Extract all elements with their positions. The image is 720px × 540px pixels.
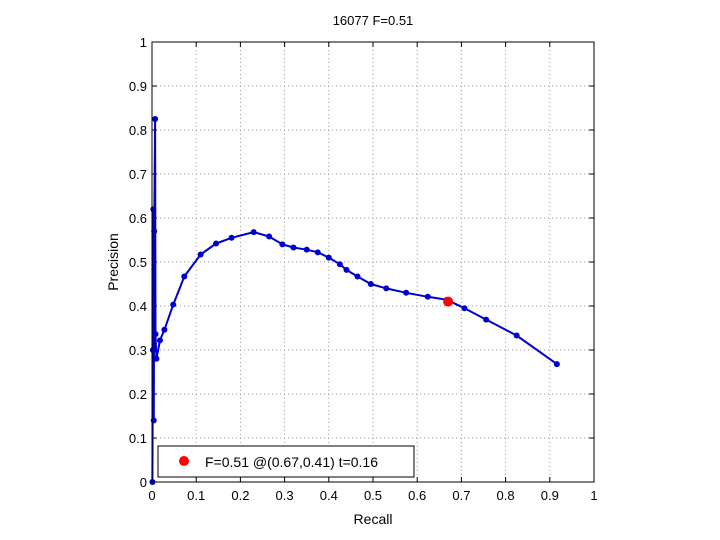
y-tick-label: 0.8 <box>129 123 147 138</box>
y-tick-label: 0.4 <box>129 299 147 314</box>
x-tick-label: 0.3 <box>276 488 294 503</box>
best-f-point <box>443 297 453 307</box>
data-point <box>251 229 257 235</box>
y-tick-label: 0.7 <box>129 167 147 182</box>
legend-label: F=0.51 @(0.67,0.41) t=0.16 <box>205 454 378 470</box>
y-tick-label: 0.2 <box>129 387 147 402</box>
data-point <box>181 274 187 280</box>
y-tick-label: 0.5 <box>129 255 147 270</box>
y-tick-label: 0.3 <box>129 343 147 358</box>
x-tick-label: 0 <box>148 488 155 503</box>
data-point <box>355 274 361 280</box>
chart-title: 16077 F=0.51 <box>333 13 414 28</box>
x-tick-label: 0.6 <box>408 488 426 503</box>
data-point <box>326 255 332 261</box>
y-tick-label: 0.6 <box>129 211 147 226</box>
data-point <box>213 241 219 247</box>
data-point <box>279 241 285 247</box>
x-tick-label: 1 <box>590 488 597 503</box>
data-point <box>304 247 310 253</box>
data-point <box>161 327 167 333</box>
data-point <box>343 267 349 273</box>
x-tick-label: 0.7 <box>452 488 470 503</box>
data-point <box>266 233 272 239</box>
y-tick-label: 0.1 <box>129 431 147 446</box>
y-tick-label: 0 <box>140 475 147 490</box>
x-tick-label: 0.4 <box>320 488 338 503</box>
data-point <box>157 337 163 343</box>
y-axis-label: Precision <box>105 233 121 291</box>
data-point <box>554 361 560 367</box>
data-point <box>425 294 431 300</box>
x-axis-label: Recall <box>354 511 393 527</box>
highlight-group <box>443 297 453 307</box>
data-point <box>170 302 176 308</box>
data-point <box>150 206 156 212</box>
legend: F=0.51 @(0.67,0.41) t=0.16 <box>158 446 414 477</box>
data-point <box>514 332 520 338</box>
data-point <box>368 281 374 287</box>
data-point <box>198 252 204 258</box>
data-point <box>383 285 389 291</box>
x-tick-label: 0.8 <box>497 488 515 503</box>
data-point <box>337 261 343 267</box>
data-point <box>315 249 321 255</box>
y-tick-label: 0.9 <box>129 79 147 94</box>
x-tick-label: 0.5 <box>364 488 382 503</box>
y-tick-label: 1 <box>140 35 147 50</box>
data-point <box>153 356 159 362</box>
data-point <box>483 317 489 323</box>
x-tick-label: 0.1 <box>187 488 205 503</box>
data-point <box>290 244 296 250</box>
data-point <box>403 290 409 296</box>
x-tick-label: 0.2 <box>231 488 249 503</box>
data-point <box>461 305 467 311</box>
x-tick-label: 0.9 <box>541 488 559 503</box>
data-point <box>229 235 235 241</box>
data-point <box>152 116 158 122</box>
legend-marker <box>179 456 189 466</box>
data-point <box>150 347 156 353</box>
data-point <box>153 331 159 337</box>
